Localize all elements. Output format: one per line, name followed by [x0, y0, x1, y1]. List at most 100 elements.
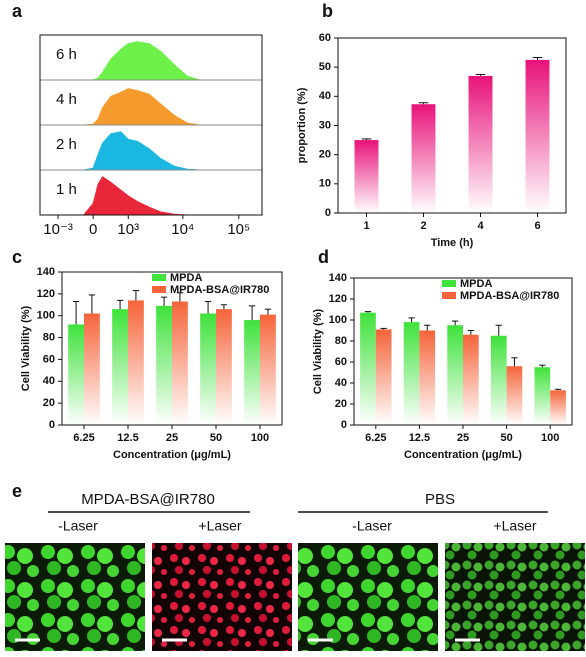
y-tick-label: 60: [43, 353, 55, 365]
error-bar: [452, 320, 459, 326]
legend-label: MPDA: [170, 272, 202, 284]
error-bar: [264, 308, 272, 315]
error-bar: [220, 304, 228, 310]
error-bar: [418, 102, 429, 105]
x-tick-label: 50: [210, 432, 222, 444]
legend-swatch: [442, 280, 456, 287]
bar: [68, 324, 84, 425]
panel-letter: c: [12, 247, 22, 267]
y-tick-label: 20: [43, 397, 55, 409]
y-tick-label: 60: [319, 32, 331, 44]
bar: [419, 330, 436, 425]
bar: [200, 313, 216, 425]
error-bar: [248, 305, 256, 321]
panel-letter: b: [322, 1, 333, 21]
x-axis-label: Time (h): [431, 237, 474, 249]
x-tick-label: 10³: [117, 221, 139, 238]
x-tick-label: 6.25: [365, 432, 386, 444]
x-tick-label: 12.5: [409, 432, 430, 444]
y-tick-label: 100: [329, 314, 347, 326]
error-bar: [364, 311, 372, 313]
bar: [360, 312, 376, 425]
condition-label: +Laser: [493, 518, 537, 534]
bar: [534, 367, 551, 425]
y-axis-label: proportion (%): [296, 87, 308, 163]
histogram-area: [83, 131, 200, 171]
y-tick-label: 80: [335, 335, 347, 347]
error-bar: [204, 301, 212, 314]
y-tick-label: 20: [319, 149, 331, 161]
error-bar: [361, 138, 372, 141]
plot-frame: [61, 271, 283, 426]
y-tick-label: 140: [37, 266, 55, 278]
error-bar: [132, 290, 140, 301]
legend-swatch: [152, 274, 166, 281]
series-label: 1 h: [56, 181, 77, 198]
x-tick-label: 100: [251, 432, 269, 444]
micrograph: [298, 543, 438, 651]
y-tick-label: 100: [37, 310, 55, 322]
bar: [128, 300, 144, 425]
x-tick-label: 10⁻³: [43, 221, 73, 238]
x-tick-label: 2: [420, 220, 426, 232]
y-tick-label: 40: [319, 90, 331, 102]
bar: [375, 329, 392, 425]
error-bar: [554, 388, 562, 391]
bar: [403, 322, 420, 425]
panel-letter: d: [318, 247, 329, 267]
error-bar: [511, 357, 518, 367]
x-tick-label: 25: [457, 432, 469, 444]
error-bar: [532, 57, 543, 60]
error-bar: [475, 73, 486, 76]
bar: [112, 309, 128, 425]
histogram-area: [83, 88, 200, 126]
series-label: 2 h: [56, 136, 77, 153]
histogram-area: [82, 176, 200, 216]
x-axis-label: Concentration (μg/mL): [113, 449, 231, 461]
bar: [244, 320, 260, 425]
error-bar: [380, 327, 387, 330]
y-axis-label: Cell Viability (%): [20, 305, 32, 391]
histogram-area: [83, 41, 200, 81]
y-tick-label: 0: [341, 419, 347, 431]
y-tick-label: 30: [319, 119, 331, 131]
bar: [84, 313, 100, 425]
bar: [490, 335, 507, 425]
bar: [172, 301, 188, 425]
panel-letter: a: [12, 1, 23, 21]
plot-frame: [353, 277, 573, 426]
y-tick-label: 140: [329, 272, 347, 284]
error-bar: [160, 296, 168, 306]
error-bar: [408, 317, 415, 323]
y-tick-label: 120: [37, 288, 55, 300]
x-tick-label: 12.5: [117, 432, 138, 444]
plot-frame: [337, 37, 567, 214]
panel-letter: e: [12, 481, 22, 501]
bar: [411, 104, 436, 213]
x-tick-label: 100: [541, 432, 559, 444]
y-tick-label: 20: [335, 398, 347, 410]
bar: [260, 314, 276, 425]
bar: [156, 305, 172, 425]
y-tick-label: 120: [329, 293, 347, 305]
group-title: PBS: [425, 491, 455, 508]
error-bar: [72, 301, 80, 325]
y-tick-label: 60: [335, 356, 347, 368]
y-tick-label: 80: [43, 331, 55, 343]
y-tick-label: 40: [335, 377, 347, 389]
error-bar: [116, 299, 124, 310]
bar: [506, 366, 523, 425]
y-axis-label: Cell Viability (%): [312, 308, 324, 394]
x-tick-label: 1: [363, 220, 369, 232]
series-label: 6 h: [56, 46, 77, 63]
legend-swatch: [152, 286, 166, 293]
error-bar: [495, 324, 502, 336]
group-title: MPDA-BSA@IR780: [81, 491, 215, 508]
error-bar: [424, 324, 431, 331]
x-tick-label: 6: [534, 220, 540, 232]
legend-label: MPDA: [460, 278, 492, 290]
x-tick-label: 50: [500, 432, 512, 444]
bar: [354, 140, 379, 213]
error-bar: [467, 330, 474, 335]
